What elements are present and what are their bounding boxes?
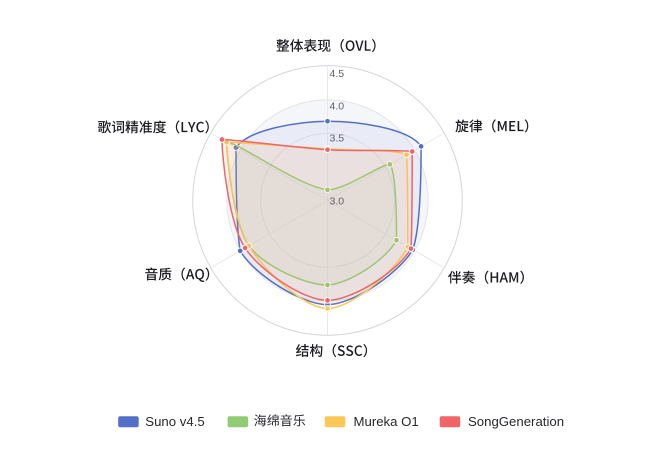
- svg-text:3.0: 3.0: [330, 195, 345, 207]
- svg-text:4.5: 4.5: [330, 68, 345, 80]
- svg-text:Suno v4.5: Suno v4.5: [145, 414, 204, 429]
- svg-text:4.0: 4.0: [330, 101, 345, 113]
- svg-text:Mureka O1: Mureka O1: [354, 414, 419, 429]
- svg-text:SongGeneration: SongGeneration: [468, 414, 564, 429]
- svg-text:3.5: 3.5: [330, 133, 345, 145]
